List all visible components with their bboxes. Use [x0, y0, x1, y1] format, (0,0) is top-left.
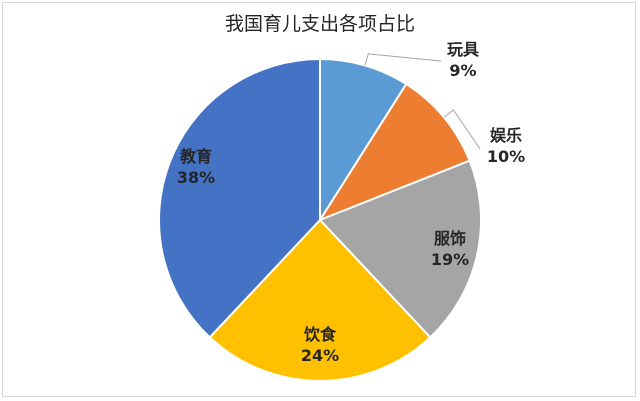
slice-label-5: 教育: [180, 147, 212, 166]
slice-label-4: 饮食: [303, 325, 337, 344]
pie-slice-3: [318, 159, 482, 339]
pie-slice-4: [208, 218, 432, 382]
pie-slice-5: [158, 57, 321, 339]
leader-line-1: [364, 53, 442, 66]
leader-line-2: [443, 108, 481, 150]
slice-label-1: 玩具: [447, 40, 479, 59]
chart-title: 我国育儿支出各项占比: [224, 13, 415, 35]
slice-percent-1: 9%: [449, 61, 476, 80]
slice-label-3: 服饰: [434, 229, 466, 248]
pie-slice-2: [317, 82, 471, 223]
slice-percent-5: 38%: [177, 168, 215, 187]
slice-percent-3: 19%: [431, 250, 469, 269]
slice-percent-4: 24%: [301, 346, 339, 365]
slice-percent-2: 10%: [487, 147, 525, 166]
pie-slice-1: [319, 57, 408, 224]
slice-label-2: 娱乐: [490, 126, 522, 145]
